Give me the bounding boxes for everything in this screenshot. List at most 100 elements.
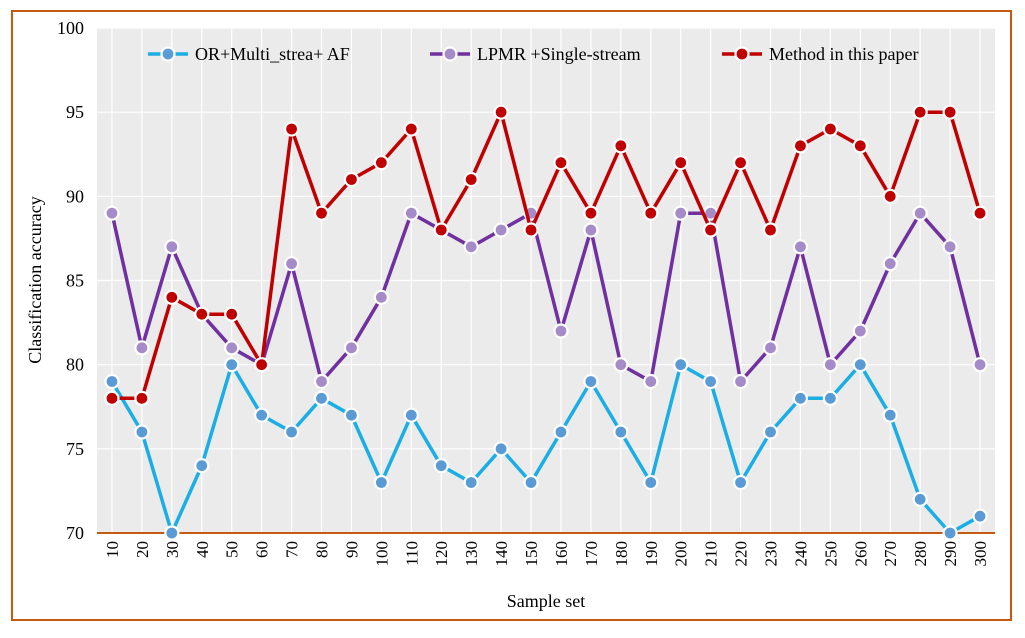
x-tick-label: 280 (911, 541, 930, 567)
y-tick-label: 75 (66, 439, 84, 459)
data-point (553, 155, 569, 171)
data-point (194, 306, 210, 322)
x-tick-label: 200 (672, 541, 691, 567)
data-point (673, 205, 689, 221)
legend-marker (442, 46, 458, 62)
data-point (613, 138, 629, 154)
data-point (134, 424, 150, 440)
data-point (224, 306, 240, 322)
x-tick-label: 30 (163, 541, 182, 558)
data-point (762, 340, 779, 356)
x-tick-label: 180 (612, 541, 631, 567)
x-tick-label: 50 (223, 541, 242, 558)
data-point (313, 390, 330, 406)
data-point (283, 121, 300, 137)
data-point (732, 474, 749, 491)
series-0 (104, 357, 988, 541)
data-point (643, 373, 659, 390)
data-point (852, 323, 868, 339)
data-point (194, 458, 210, 474)
x-tick-label: 110 (402, 541, 421, 566)
data-point (104, 373, 120, 390)
data-point (613, 357, 629, 373)
data-point (643, 474, 659, 491)
legend: OR+Multi_strea+ AF LPMR +Single-stream Met… (148, 44, 918, 64)
legend-item: Method in this paper (722, 44, 918, 64)
data-point (583, 205, 599, 221)
data-point (822, 121, 838, 137)
data-point (792, 239, 809, 255)
y-tick-label: 95 (66, 102, 84, 122)
y-tick-label: 70 (66, 523, 84, 543)
data-point (104, 205, 120, 221)
y-tick-label: 90 (66, 186, 84, 206)
legend-marker (160, 46, 176, 62)
series-2 (104, 104, 988, 406)
x-tick-label: 240 (791, 541, 810, 567)
series-layer (104, 104, 988, 541)
x-tick-label: 70 (283, 541, 302, 558)
data-point (373, 155, 389, 171)
data-point (613, 424, 629, 440)
data-point (463, 171, 479, 188)
data-point (134, 340, 150, 356)
x-tick-label: 250 (821, 541, 840, 567)
data-point (493, 222, 509, 238)
legend-label: LPMR +Single-stream (477, 44, 641, 64)
legend-label: Method in this paper (769, 44, 918, 64)
x-tick-label: 150 (522, 541, 541, 567)
data-point (673, 155, 689, 171)
data-point (583, 373, 599, 390)
data-point (343, 340, 360, 356)
data-point (164, 239, 180, 255)
data-point (313, 373, 330, 390)
x-tick-label: 300 (971, 541, 990, 567)
data-point (403, 407, 419, 423)
data-point (822, 390, 838, 406)
data-point (792, 390, 809, 406)
legend-label: OR+Multi_strea+ AF (195, 44, 350, 64)
x-tick-label: 10 (103, 541, 122, 558)
data-point (822, 357, 838, 373)
data-point (762, 424, 779, 440)
y-tick-label: 85 (66, 271, 84, 291)
legend-item: OR+Multi_strea+ AF (148, 44, 350, 64)
data-point (343, 407, 360, 423)
data-point (283, 256, 300, 272)
x-tick-label: 160 (552, 541, 571, 567)
data-point (643, 205, 659, 221)
x-tick-label: 60 (253, 541, 272, 558)
x-tick-label: 140 (492, 541, 511, 567)
data-point (792, 138, 809, 154)
data-point (254, 407, 270, 423)
x-tick-label: 130 (462, 541, 481, 567)
x-tick-label: 20 (133, 541, 152, 558)
data-point (703, 222, 719, 238)
data-point (972, 357, 988, 373)
data-point (972, 205, 988, 221)
data-point (403, 121, 419, 137)
data-point (523, 222, 539, 238)
x-tick-label: 40 (193, 541, 212, 558)
data-point (164, 525, 180, 541)
x-tick-label: 170 (582, 541, 601, 567)
data-point (104, 390, 120, 406)
data-point (942, 525, 958, 541)
data-point (673, 357, 689, 373)
data-point (433, 222, 449, 238)
data-point (852, 138, 868, 154)
data-point (493, 441, 509, 457)
data-point (852, 357, 868, 373)
data-point (762, 222, 779, 238)
x-axis-ticks: 10 20 30 40 50 60 70 80 90 100 110 120 130 140 150 160 1… (103, 541, 990, 567)
x-tick-label: 230 (762, 541, 781, 567)
gridlines (97, 27, 995, 534)
data-point (254, 357, 270, 373)
data-point (882, 188, 898, 204)
y-axis-ticks: 70 75 80 85 90 95 100 (57, 18, 84, 543)
data-point (224, 357, 240, 373)
y-tick-label: 100 (57, 18, 84, 38)
data-point (942, 239, 958, 255)
